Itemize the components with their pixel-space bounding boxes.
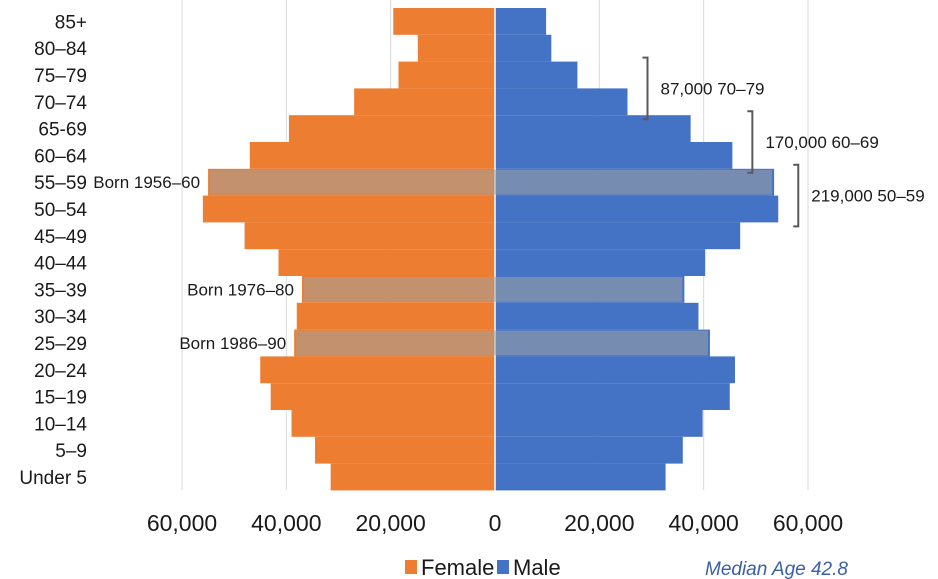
age-labels: 85+ 80–84 75–79 70–74 65-69 60–64 55–59 50–54 45… xyxy=(19,12,87,489)
highlight-born-1986-90 xyxy=(296,330,708,356)
bar-male-5-9 xyxy=(495,436,683,464)
x-tick-label: 0 xyxy=(489,510,502,536)
bracket-label-87-000-70-79: 87,000 70–79 xyxy=(661,79,765,98)
bar-male-under-5 xyxy=(495,463,666,491)
bar-female-30-34 xyxy=(296,302,495,330)
bar-female-5-9 xyxy=(315,436,495,464)
age-label-50-54: 50–54 xyxy=(34,200,87,221)
x-tick-label: 40,000 xyxy=(668,510,738,536)
bar-female-60-64 xyxy=(249,142,495,169)
bar-male-65-69 xyxy=(495,115,691,142)
age-label-45-49: 45–49 xyxy=(34,227,87,248)
age-label-75-79: 75–79 xyxy=(34,66,87,87)
age-label-under-5: Under 5 xyxy=(19,468,87,489)
age-label-40-44: 40–44 xyxy=(34,254,87,275)
bar-male-15-19 xyxy=(495,383,730,410)
highlight-overlays: Born 1956–60 Born 1976–80 Born 1986–90 xyxy=(93,169,773,356)
bar-female-40-44 xyxy=(278,249,495,276)
bar-female-20-24 xyxy=(260,356,495,384)
x-tick-label: 20,000 xyxy=(355,510,425,536)
bar-male-70-74 xyxy=(495,88,628,116)
bar-male-80-84 xyxy=(495,34,552,62)
age-label-5-9: 5–9 xyxy=(55,441,87,462)
bar-male-60-64 xyxy=(495,142,733,169)
age-label-20-24: 20–24 xyxy=(34,361,87,382)
x-tick-label: 40,000 xyxy=(251,510,321,536)
bar-male-10-14 xyxy=(495,410,703,437)
age-label-85: 85+ xyxy=(55,12,87,33)
bar-male-30-34 xyxy=(495,302,699,330)
age-label-80-84: 80–84 xyxy=(34,39,87,60)
x-tick-label: 20,000 xyxy=(564,510,634,536)
annotations: 87,000 70–79 170,000 60–69 219,000 50–59 xyxy=(642,56,925,228)
age-label-55-59: 55–59 xyxy=(34,173,87,194)
bracket-170-000-60-69 xyxy=(747,110,754,174)
legend-swatch-female xyxy=(405,560,417,574)
age-label-10-14: 10–14 xyxy=(34,414,87,435)
bar-female-45-49 xyxy=(244,222,495,250)
age-label-65-69: 65-69 xyxy=(38,120,87,141)
age-label-70-74: 70–74 xyxy=(34,93,87,114)
bar-female-85 xyxy=(393,8,495,35)
legend-label-male: Male xyxy=(513,555,561,579)
bar-male-85 xyxy=(495,8,547,35)
x-tick-label: 60,000 xyxy=(773,510,843,536)
legend-label-female: Female xyxy=(421,555,494,579)
highlight-label-born-1976-80: Born 1976–80 xyxy=(187,280,294,299)
bar-female-under-5 xyxy=(330,463,495,491)
legend-swatch-male xyxy=(497,560,509,574)
bracket-label-219-000-50-59: 219,000 50–59 xyxy=(811,187,924,206)
age-label-30-34: 30–34 xyxy=(34,307,87,328)
highlight-label-born-1956-60: Born 1956–60 xyxy=(93,173,200,192)
legend: Female Male xyxy=(405,555,561,579)
age-label-35-39: 35–39 xyxy=(34,280,87,301)
bar-male-75-79 xyxy=(495,61,578,89)
bar-female-10-14 xyxy=(291,410,495,437)
x-tick-label: 60,000 xyxy=(147,510,217,536)
age-label-60-64: 60–64 xyxy=(34,146,87,167)
bar-female-70-74 xyxy=(354,88,495,116)
highlight-born-1976-80 xyxy=(303,277,683,302)
median-age-note: Median Age 42.8 xyxy=(705,559,848,579)
x-axis-ticks: 60,000 40,000 20,000 0 20,000 40,000 60,000 xyxy=(147,510,843,536)
bar-female-80-84 xyxy=(417,34,495,62)
bar-male-50-54 xyxy=(495,195,779,223)
highlight-born-1956-60 xyxy=(210,169,773,195)
bar-female-50-54 xyxy=(202,195,495,223)
bar-male-20-24 xyxy=(495,356,735,384)
age-label-25-29: 25–29 xyxy=(34,334,87,355)
bar-female-75-79 xyxy=(398,61,495,89)
age-label-15-19: 15–19 xyxy=(34,388,87,409)
bar-female-65-69 xyxy=(288,115,495,142)
bracket-label-170-000-60-69: 170,000 60–69 xyxy=(765,133,878,152)
bracket-219-000-50-59 xyxy=(793,163,800,228)
highlight-label-born-1986-90: Born 1986–90 xyxy=(179,334,286,353)
bracket-87-000-70-79 xyxy=(642,56,649,121)
bar-female-15-19 xyxy=(270,383,495,410)
bar-male-45-49 xyxy=(495,222,741,250)
bar-male-40-44 xyxy=(495,249,706,276)
